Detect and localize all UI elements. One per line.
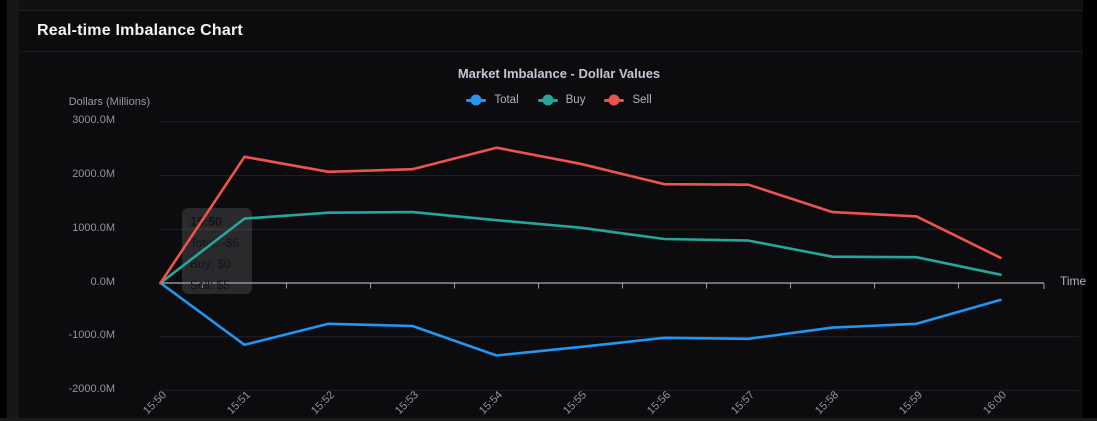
legend-item-buy[interactable]: Buy [537, 94, 586, 106]
top-edge-bar [19, 0, 1083, 11]
y-tick-label: -1000.0M [68, 329, 115, 342]
y-tick-label: 1000.0M [72, 221, 115, 234]
bottom-edge-strip [0, 418, 1097, 421]
chart-title: Market Imbalance - Dollar Values [457, 66, 661, 81]
chart-legend: Total Buy Sell [27, 94, 1091, 106]
legend-marker-sell-icon [604, 94, 625, 106]
chart-region: Market Imbalance - Dollar Values Total Bu… [19, 53, 1087, 418]
panel-title: Real-time Imbalance Chart [37, 22, 243, 39]
legend-label: Sell [632, 94, 652, 106]
tooltip-line: Buy: $0 [190, 257, 231, 271]
chart-card: Real-time Imbalance Chart Market Imbalan… [19, 11, 1087, 418]
x-axis-title: Time [1060, 274, 1087, 288]
series-line-buy [159, 210, 1002, 285]
y-tick-label: 3000.0M [72, 114, 115, 127]
legend-label: Total [494, 94, 519, 106]
series-line-sell [159, 146, 1002, 285]
y-tick-label: 0.0M [90, 275, 115, 288]
legend-item-sell[interactable]: Sell [604, 94, 652, 106]
y-axis-title: Dollars (Millions) [68, 96, 150, 108]
chart-grid [159, 121, 1079, 391]
series-line-total [159, 281, 1002, 357]
legend-marker-buy-icon [537, 94, 558, 106]
chart-plot-area[interactable] [19, 53, 1083, 418]
y-tick-label: -2000.0M [68, 382, 115, 395]
card-header: Real-time Imbalance Chart [19, 11, 1083, 52]
legend-marker-total-icon [466, 94, 487, 106]
legend-item-total[interactable]: Total [466, 94, 519, 106]
left-edge-strip [7, 0, 19, 421]
y-tick-label: 2000.0M [72, 168, 115, 181]
tooltip-line: Sell: $5 [190, 278, 231, 292]
legend-label: Buy [565, 94, 586, 106]
